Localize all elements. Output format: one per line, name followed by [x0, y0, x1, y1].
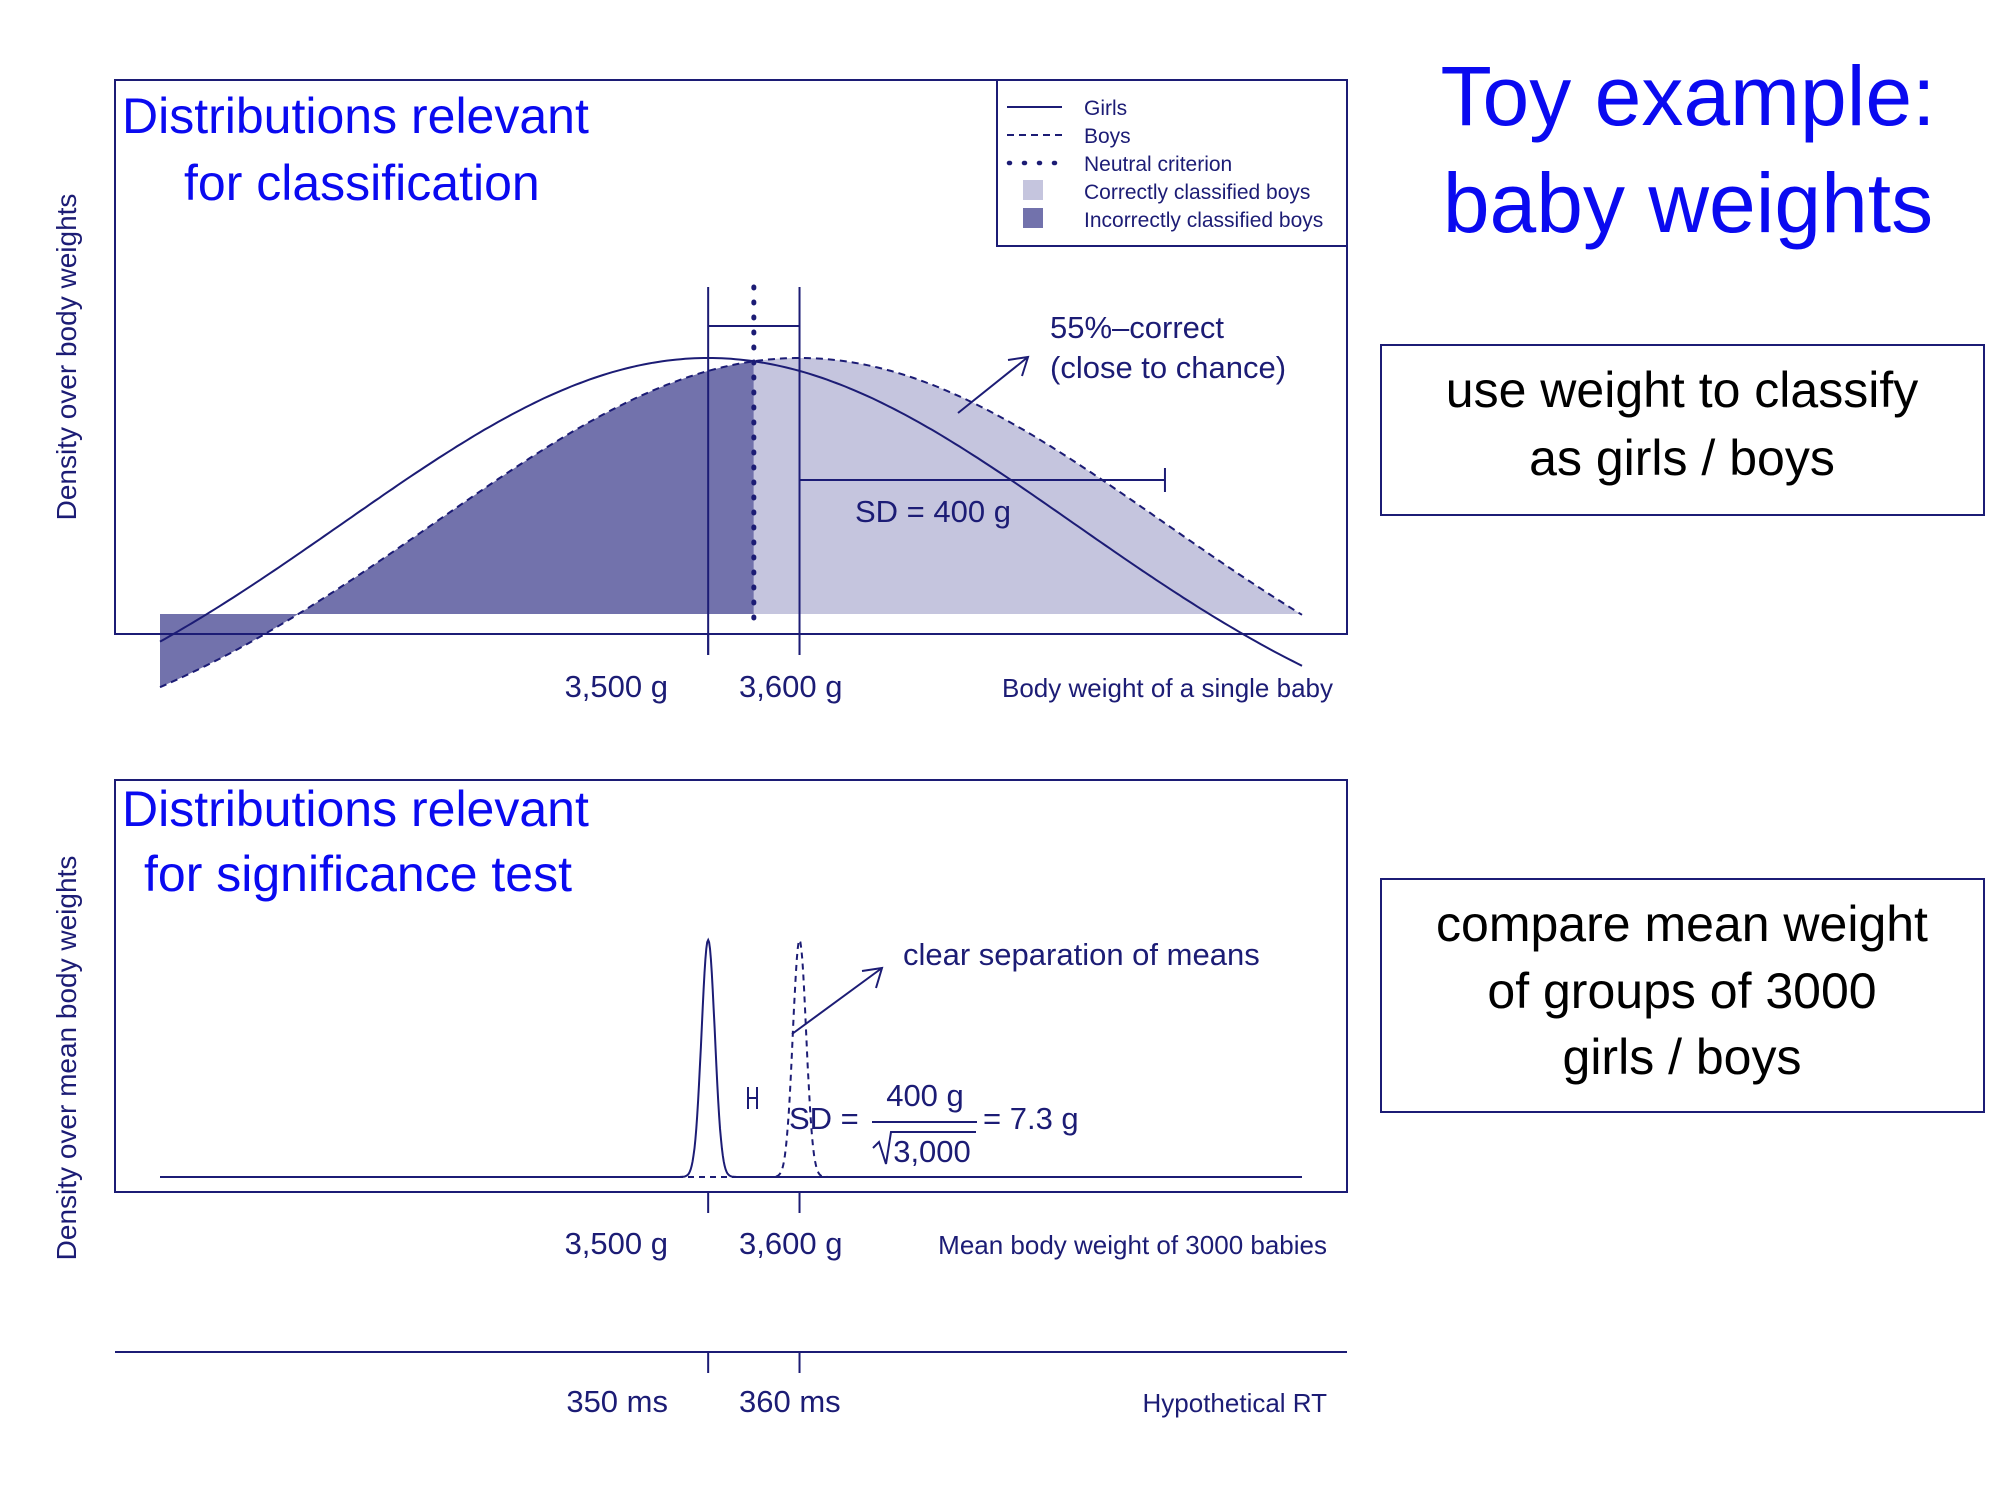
compare-box [1380, 878, 1985, 1113]
girls-curve [159, 357, 1303, 667]
compare-box-line3: girls / boys [1563, 1029, 1802, 1085]
incorrect-boys-region [160, 361, 754, 688]
compare-box-line1: compare mean weight [1436, 896, 1928, 952]
significance-panel-title-line1: Distributions relevant [122, 781, 589, 837]
classification-legend: Girls Boys Neutral criterion Correctly c… [996, 79, 1348, 247]
classify-box-line2: as girls / boys [1529, 430, 1835, 486]
x-tick-label-3500: 3,500 g [565, 669, 668, 704]
sd-formula-numerator: 400 g [886, 1078, 964, 1113]
accuracy-annotation-line2: (close to chance) [1050, 350, 1286, 385]
rt-tick-label-360: 360 ms [739, 1384, 841, 1419]
legend-incorrect-label: Incorrectly classified boys [1084, 209, 1323, 232]
significance-x-axis-label: Mean body weight of 3000 babies [938, 1230, 1327, 1260]
legend-boys-label: Boys [1084, 125, 1131, 148]
sd-annotation: SD = 400 g [855, 494, 1011, 529]
sd-formula-sqrt-sign [872, 1131, 976, 1165]
sd-formula-denominator: 3,000 [893, 1134, 971, 1169]
separation-arrow-shaft [791, 967, 883, 1035]
classify-box [1380, 344, 1985, 516]
legend-correct-label: Correctly classified boys [1084, 181, 1310, 204]
legend-criterion-label: Neutral criterion [1084, 153, 1232, 176]
classification-chart: Distributions relevant for classificatio… [51, 79, 1348, 704]
rt-tick-label-350: 350 ms [566, 1384, 668, 1419]
significance-chart: Distributions relevant for significance … [51, 779, 1348, 1261]
slide-title-line1: Toy example: [1441, 49, 1936, 143]
classification-panel-title-line1: Distributions relevant [122, 88, 589, 144]
boys-curve [159, 357, 1303, 689]
sd-formula-result: = 7.3 g [983, 1101, 1079, 1136]
classification-panel-title-line2: for classification [184, 155, 540, 211]
accuracy-arrow-head [1007, 355, 1030, 377]
mean-x-tick-label-3500: 3,500 g [565, 1226, 668, 1261]
x-tick-label-3600: 3,600 g [739, 669, 842, 704]
classification-plot-frame [114, 79, 1348, 635]
rt-axis-label: Hypothetical RT [1143, 1388, 1328, 1418]
accuracy-arrow-shaft [957, 356, 1029, 414]
slide-title-line2: baby weights [1443, 156, 1933, 250]
significance-panel-title-line2: for significance test [144, 846, 572, 902]
boys-mean-curve [160, 937, 1302, 1178]
classify-box-line1: use weight to classify [1446, 362, 1918, 418]
rt-axis: 350 ms 360 ms Hypothetical RT [115, 1351, 1347, 1419]
legend-correct-swatch [1023, 180, 1043, 200]
sd-formula-prefix: SD = [789, 1101, 859, 1136]
classification-x-axis-label: Body weight of a single baby [1002, 673, 1333, 703]
separation-annotation: clear separation of means [903, 937, 1260, 972]
separation-arrow-head [861, 966, 884, 989]
girls-mean-curve [160, 937, 1302, 1178]
accuracy-annotation-line1: 55%–correct [1050, 310, 1224, 345]
significance-y-axis-label: Density over mean body weights [51, 856, 82, 1261]
correct-boys-region [753, 358, 1302, 615]
compare-box-line2: of groups of 3000 [1487, 963, 1876, 1019]
mean-x-tick-label-3600: 3,600 g [739, 1226, 842, 1261]
classification-y-axis-label: Density over body weights [51, 194, 82, 521]
legend-incorrect-swatch [1023, 208, 1043, 228]
legend-girls-label: Girls [1084, 97, 1127, 120]
significance-plot-frame [114, 779, 1348, 1193]
